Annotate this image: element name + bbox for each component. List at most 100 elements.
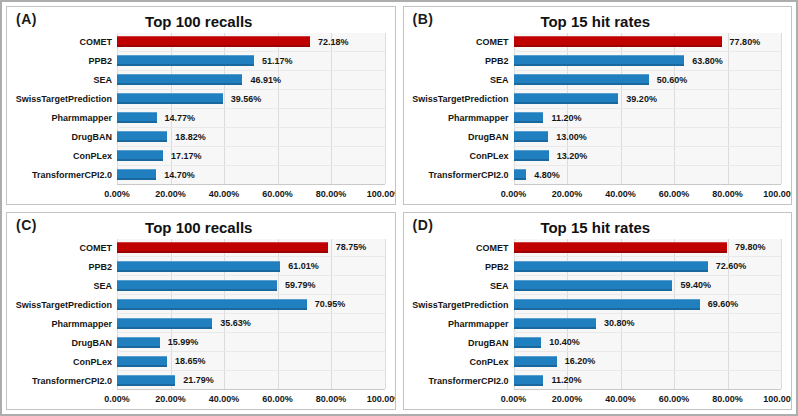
- x-tick-label: 80.00%: [712, 394, 743, 404]
- bar: [117, 318, 212, 329]
- category-label: TransformerCPI2.0: [13, 166, 117, 185]
- category-label: COMET: [410, 33, 514, 52]
- value-label: 72.60%: [716, 261, 747, 271]
- x-axis: 0.00%20.00%40.00%60.00%80.00%100.00%: [117, 390, 385, 405]
- bar-row: 14.77%: [117, 108, 385, 127]
- plot-area: 72.18%51.17%46.91%39.56%14.77%18.82%17.1…: [117, 33, 385, 185]
- value-label: 4.80%: [534, 170, 560, 180]
- bar-row: 11.20%: [514, 108, 782, 127]
- highlight-bar: [514, 242, 727, 253]
- category-label: TransformerCPI2.0: [13, 371, 117, 390]
- bar: [117, 131, 167, 142]
- panel-d: (D) Top 15 hit rates COMETPPB2SEASwissTa…: [403, 212, 793, 411]
- bar: [117, 280, 277, 291]
- bar-row: 17.17%: [117, 146, 385, 165]
- bar: [514, 318, 596, 329]
- bar: [117, 74, 242, 85]
- bar-row: 13.00%: [514, 127, 782, 146]
- bar: [514, 93, 619, 104]
- value-label: 11.20%: [551, 113, 581, 123]
- bar-row: 35.63%: [117, 313, 385, 332]
- x-tick-label: 20.00%: [552, 189, 583, 199]
- category-label: SwissTargetPrediction: [410, 90, 514, 109]
- x-tick-label: 60.00%: [659, 189, 690, 199]
- bar-rows: 77.80%63.80%50.60%39.20%11.20%13.00%13.2…: [514, 33, 782, 184]
- chart-body-c: COMETPPB2SEASwissTargetPredictionPharmma…: [13, 239, 385, 406]
- x-tick-label: 60.00%: [262, 189, 293, 199]
- x-axis: 0.00%20.00%40.00%60.00%80.00%100.00%: [514, 185, 782, 200]
- category-label: DrugBAN: [410, 333, 514, 352]
- x-tick-label: 20.00%: [552, 394, 583, 404]
- value-label: 15.99%: [168, 337, 199, 347]
- value-label: 70.95%: [315, 299, 346, 309]
- panel-label-c: (C): [16, 217, 37, 233]
- bar: [117, 375, 175, 386]
- value-label: 50.60%: [657, 75, 688, 85]
- category-label: ConPLex: [410, 147, 514, 166]
- bar-row: 30.80%: [514, 313, 782, 332]
- chart-body-b: COMETPPB2SEASwissTargetPredictionPharmma…: [410, 33, 782, 200]
- highlight-bar: [117, 36, 310, 47]
- x-tick-label: 40.00%: [605, 394, 636, 404]
- bar: [514, 169, 527, 180]
- bar-row: 21.79%: [117, 370, 385, 389]
- x-tick-label: 60.00%: [262, 394, 293, 404]
- chart-title-a: Top 100 recalls: [13, 13, 385, 30]
- bar-row: 72.18%: [117, 33, 385, 51]
- bar-row: 78.75%: [117, 239, 385, 257]
- bar-rows: 79.80% 72.60% 59.40% 69.60%30.80% 10.40% 16.2…: [514, 239, 782, 390]
- category-label: Pharmmapper: [13, 314, 117, 333]
- x-tick-label: 0.00%: [501, 394, 527, 404]
- x-axis: 0.00%20.00%40.00%60.00%80.00%100.00%: [117, 185, 385, 200]
- x-tick-label: 60.00%: [659, 394, 690, 404]
- category-label: Pharmmapper: [410, 314, 514, 333]
- value-label: 35.63%: [220, 318, 251, 328]
- bar: [117, 299, 307, 310]
- x-tick-label: 100.00%: [367, 394, 396, 404]
- value-label: 77.80%: [730, 37, 761, 47]
- category-label: Pharmmapper: [410, 109, 514, 128]
- category-label: Pharmmapper: [13, 109, 117, 128]
- bar-row: 63.80%: [514, 51, 782, 70]
- panel-label-b: (B): [413, 11, 434, 27]
- value-label: 10.40%: [549, 337, 580, 347]
- value-label: 17.17%: [171, 151, 202, 161]
- value-label: 78.75%: [336, 242, 367, 252]
- x-tick-label: 80.00%: [316, 189, 347, 199]
- category-label: SEA: [410, 276, 514, 295]
- bar-row: 79.80%: [514, 239, 782, 257]
- category-label: SwissTargetPrediction: [410, 295, 514, 314]
- bar: [514, 375, 544, 386]
- bar: [514, 74, 649, 85]
- bar-row: 46.91%: [117, 70, 385, 89]
- category-label: PPB2: [13, 52, 117, 71]
- value-label: 63.80%: [692, 56, 723, 66]
- bar: [117, 261, 280, 272]
- bar: [117, 356, 167, 367]
- panel-c: (C) Top 100 recalls COMETPPB2SEASwissTar…: [6, 212, 396, 411]
- bar: [514, 337, 542, 348]
- bar-row: 61.01%: [117, 256, 385, 275]
- value-label: 59.79%: [285, 280, 316, 290]
- bar-row: 14.70%: [117, 165, 385, 184]
- highlight-bar: [514, 36, 722, 47]
- bar-row: 39.20%: [514, 89, 782, 108]
- four-panel-bar-chart-figure: (A) Top 100 recalls COMETPPB2SEASwissTar…: [0, 0, 798, 416]
- value-label: 59.40%: [680, 280, 711, 290]
- bar-row: 15.99%: [117, 332, 385, 351]
- category-axis: COMETPPB2SEASwissTargetPredictionPharmma…: [410, 33, 514, 185]
- value-label: 51.17%: [262, 56, 293, 66]
- bar-row: 59.40%: [514, 275, 782, 294]
- value-label: 16.20%: [565, 356, 596, 366]
- bar: [117, 150, 163, 161]
- gridline: [385, 33, 386, 184]
- plot-area: 77.80%63.80%50.60%39.20%11.20%13.00%13.2…: [514, 33, 782, 185]
- category-label: DrugBAN: [410, 128, 514, 147]
- x-tick-label: 100.00%: [367, 189, 396, 199]
- category-label: PPB2: [410, 257, 514, 276]
- category-label: PPB2: [410, 52, 514, 71]
- bar-row: 69.60%: [514, 294, 782, 313]
- category-label: SwissTargetPrediction: [13, 295, 117, 314]
- value-label: 79.80%: [735, 242, 766, 252]
- value-label: 18.82%: [175, 132, 206, 142]
